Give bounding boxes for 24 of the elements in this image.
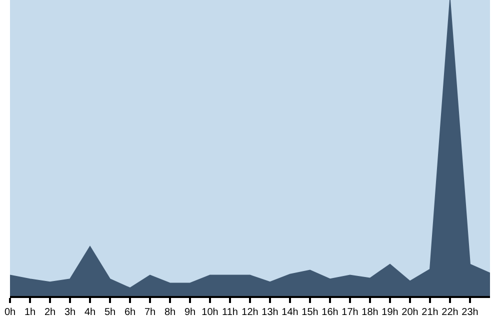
- x-tick-label: 22h: [442, 307, 458, 318]
- x-tick-label: 11h: [222, 307, 238, 318]
- x-tick-label: 23h: [462, 307, 478, 318]
- x-tick-label: 1h: [24, 307, 36, 318]
- x-tick-label: 20h: [402, 307, 418, 318]
- x-tick-label: 5h: [104, 307, 116, 318]
- x-tick-label: 9h: [184, 307, 196, 318]
- x-tick-label: 15h: [302, 307, 318, 318]
- x-tick-label: 16h: [322, 307, 338, 318]
- x-tick-label: 12h: [242, 307, 258, 318]
- x-tick-label: 13h: [262, 307, 278, 318]
- x-tick-label: 6h: [124, 307, 136, 318]
- x-tick-label: 3h: [64, 307, 76, 318]
- x-tick-label: 14h: [282, 307, 298, 318]
- x-tick-label: 7h: [144, 307, 156, 318]
- x-tick-label: 2h: [44, 307, 56, 318]
- x-tick-label: 8h: [164, 307, 176, 318]
- x-tick-label: 18h: [362, 307, 378, 318]
- x-tick-label: 0h: [4, 307, 16, 318]
- x-tick-label: 21h: [422, 307, 438, 318]
- x-tick-label: 17h: [342, 307, 358, 318]
- x-tick-label: 19h: [382, 307, 398, 318]
- x-tick-label: 10h: [202, 307, 218, 318]
- x-tick-label: 4h: [84, 307, 96, 318]
